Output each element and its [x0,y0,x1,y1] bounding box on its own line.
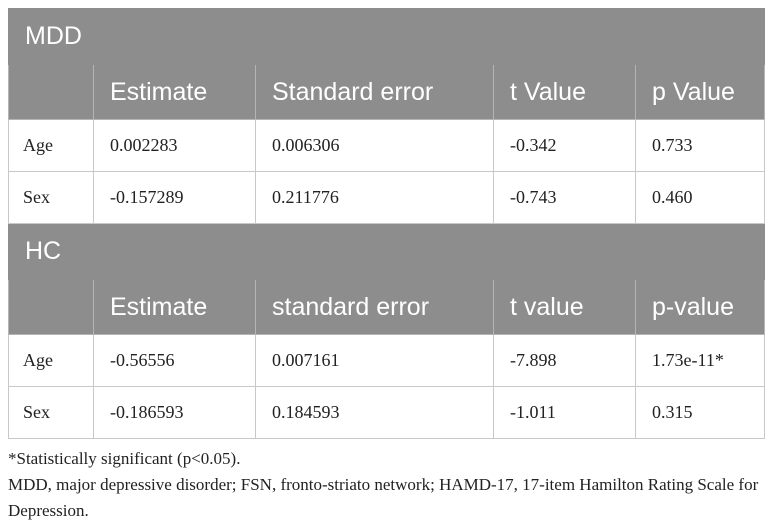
cell: -0.56556 [93,334,256,387]
cell: -0.743 [493,171,636,224]
header-row: Estimate standard error t value p-value [8,279,766,335]
cell: -0.157289 [93,171,256,224]
table-body: MDD Estimate Standard error t Value p Value A… [7,8,766,439]
data-row: Age -0.56556 0.007161 -7.898 1.73e-11* [8,334,766,387]
cell: 0.006306 [255,119,494,172]
header-cell: p Value [634,64,766,120]
cell: -1.011 [493,386,636,439]
cell: Sex [8,386,94,439]
cell: Age [8,334,94,387]
cell: Sex [8,171,94,224]
footnote: MDD, major depressive disorder; FSN, fro… [8,475,759,520]
cell: 0.460 [634,171,766,224]
header-cell: t Value [493,64,636,120]
cell: 0.733 [634,119,766,172]
data-row: Sex -0.186593 0.184593 -1.011 0.315 [8,386,766,439]
cell: 1.73e-11* [634,334,766,387]
data-row: Age 0.002283 0.006306 -0.342 0.733 [8,119,766,172]
header-cell: t value [493,279,636,335]
section-title: HC [7,223,766,280]
cell: -0.342 [493,119,636,172]
header-cell: standard error [255,279,494,335]
header-cell [8,64,94,120]
section-row: MDD [7,8,766,65]
header-cell: Estimate [93,279,256,335]
header-row: Estimate Standard error t Value p Value [8,64,766,120]
cell: 0.007161 [255,334,494,387]
section-title: MDD [7,8,766,65]
header-cell: Estimate [93,64,256,120]
cell: -0.186593 [93,386,256,439]
cell: -7.898 [493,334,636,387]
footnote: *Statistically significant (p<0.05). [8,449,241,468]
cell: 0.002283 [93,119,256,172]
cell: 0.184593 [255,386,494,439]
cell: Age [8,119,94,172]
header-cell: p-value [634,279,766,335]
data-row: Sex -0.157289 0.211776 -0.743 0.460 [8,171,766,224]
cell: 0.211776 [255,171,494,224]
header-cell [8,279,94,335]
header-cell: Standard error [255,64,494,120]
cell: 0.315 [634,386,766,439]
section-row: HC [7,223,766,280]
results-table: MDD Estimate Standard error t Value p Value A… [7,8,766,439]
footnotes: *Statistically significant (p<0.05). MDD,… [8,446,768,524]
